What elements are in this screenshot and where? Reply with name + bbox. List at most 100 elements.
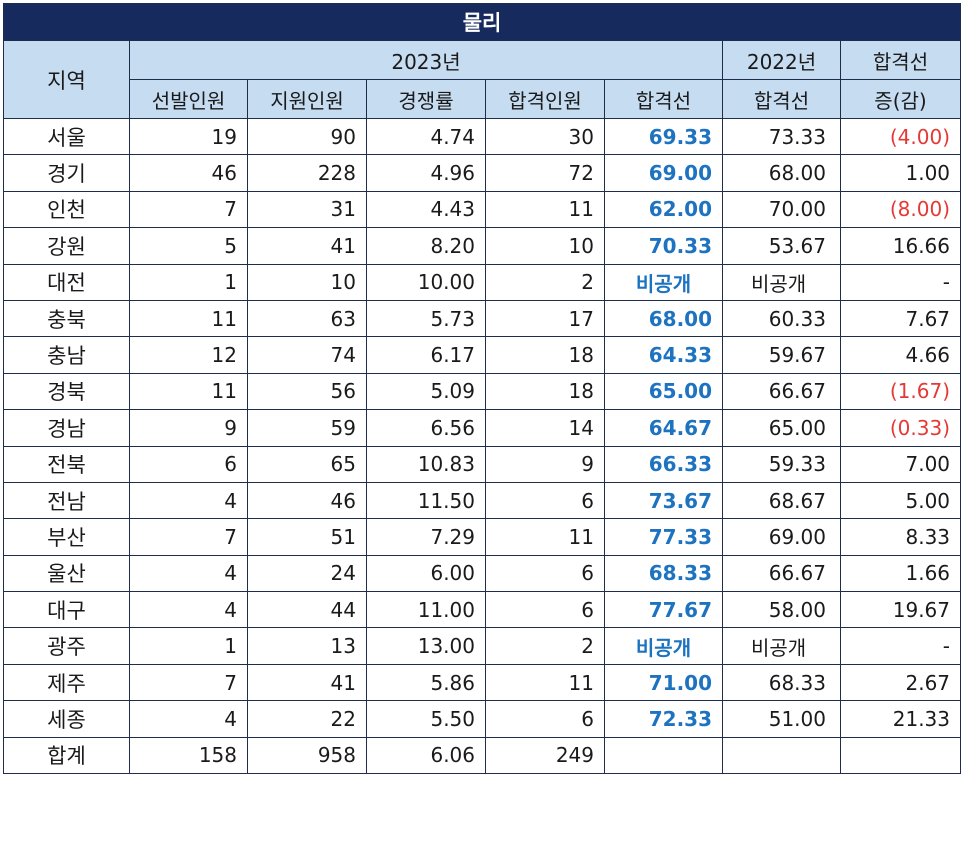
cutoff-2023-cell: 비공개 [604,263,723,301]
table-row: 전남 4 46 11.50 6 73.67 68.67 5.00 [3,481,962,520]
passed-cell: 11 [485,663,605,702]
passed-cell: 11 [485,518,605,556]
region-cell: 경기 [3,154,130,192]
header-applied: 지원인원 [247,79,367,119]
applied-cell: 24 [247,554,367,593]
selected-cell: 1 [129,627,248,665]
cutoff-2022-cell: 68.00 [722,154,841,192]
header-passed: 합격인원 [485,79,605,119]
selected-cell: 4 [129,591,248,629]
applied-cell: 74 [247,336,367,374]
cutoff-2023-cell: 68.00 [604,299,723,338]
results-table-wrapper: 물리 지역 2023년 2022년 합격선 선발인원 지원인원 경쟁률 합격인원… [2,3,962,775]
selected-cell: 9 [129,409,248,447]
applied-cell: 90 [247,117,367,156]
ratio-cell: 10.00 [366,263,486,301]
applied-cell: 22 [247,700,367,738]
change-cell: 16.66 [839,227,962,265]
passed-cell: 18 [485,372,605,411]
ratio-cell: 6.17 [366,336,486,374]
applied-cell: 46 [247,481,367,520]
header-change-line1: 합격선 [839,40,962,80]
ratio-cell: 13.00 [366,627,486,665]
table-row: 서울 19 90 4.74 30 69.33 73.33 (4.00) [3,117,962,156]
region-cell: 대구 [3,591,130,629]
cutoff-2022-cell: 69.00 [722,518,841,556]
table-row: 충남 12 74 6.17 18 64.33 59.67 4.66 [3,336,962,374]
cutoff-2022-cell: 51.00 [722,700,841,738]
cutoff-2023-cell: 69.33 [604,117,723,156]
region-cell: 충북 [3,299,130,338]
region-cell: 세종 [3,700,130,738]
change-cell: - [839,263,962,301]
total-empty-cell [722,736,841,775]
change-cell: 1.66 [839,554,962,593]
change-cell: (1.67) [839,372,962,411]
ratio-cell: 5.73 [366,299,486,338]
header-cutoff-2023: 합격선 [604,79,723,119]
applied-cell: 31 [247,190,367,229]
table-row: 대구 4 44 11.00 6 77.67 58.00 19.67 [3,591,962,629]
total-passed: 249 [485,736,605,775]
cutoff-2022-cell: 59.67 [722,336,841,374]
region-cell: 제주 [3,663,130,702]
table-row: 전북 6 65 10.83 9 66.33 59.33 7.00 [3,445,962,483]
header-year-2023: 2023년 [129,40,723,80]
cutoff-2023-cell: 66.33 [604,445,723,483]
table-row: 부산 7 51 7.29 11 77.33 69.00 8.33 [3,518,962,556]
header-change-line2: 증(감) [839,79,962,119]
passed-cell: 6 [485,554,605,593]
header-selected: 선발인원 [129,79,248,119]
cutoff-2023-cell: 비공개 [604,627,723,665]
table-title: 물리 [2,3,962,41]
change-cell: 7.67 [839,299,962,338]
applied-cell: 228 [247,154,367,192]
applied-cell: 65 [247,445,367,483]
change-cell: (0.33) [839,409,962,447]
cutoff-2023-cell: 69.00 [604,154,723,192]
selected-cell: 6 [129,445,248,483]
passed-cell: 6 [485,481,605,520]
table-body: 서울 19 90 4.74 30 69.33 73.33 (4.00) 경기 46 228 4.96 7… [3,117,962,775]
change-cell: 4.66 [839,336,962,374]
change-cell: (8.00) [839,190,962,229]
change-cell: 7.00 [839,445,962,483]
region-cell: 광주 [3,627,130,665]
cutoff-2022-cell: 66.67 [722,554,841,593]
region-cell: 인천 [3,190,130,229]
applied-cell: 41 [247,663,367,702]
passed-cell: 9 [485,445,605,483]
selected-cell: 5 [129,227,248,265]
change-cell: 19.67 [839,591,962,629]
cutoff-2023-cell: 64.67 [604,409,723,447]
table-row: 충북 11 63 5.73 17 68.00 60.33 7.67 [3,299,962,338]
total-selected: 158 [129,736,248,775]
total-label: 합계 [3,736,130,775]
cutoff-2023-cell: 77.33 [604,518,723,556]
ratio-cell: 6.00 [366,554,486,593]
passed-cell: 6 [485,700,605,738]
ratio-cell: 10.83 [366,445,486,483]
selected-cell: 4 [129,554,248,593]
ratio-cell: 5.09 [366,372,486,411]
ratio-cell: 4.43 [366,190,486,229]
applied-cell: 56 [247,372,367,411]
cutoff-2022-cell: 60.33 [722,299,841,338]
ratio-cell: 7.29 [366,518,486,556]
table-row: 세종 4 22 5.50 6 72.33 51.00 21.33 [3,700,962,738]
cutoff-2023-cell: 70.33 [604,227,723,265]
table-row: 울산 4 24 6.00 6 68.33 66.67 1.66 [3,554,962,593]
change-cell: 5.00 [839,481,962,520]
applied-cell: 41 [247,227,367,265]
ratio-cell: 4.96 [366,154,486,192]
selected-cell: 46 [129,154,248,192]
change-cell: (4.00) [839,117,962,156]
selected-cell: 4 [129,481,248,520]
change-cell: - [839,627,962,665]
passed-cell: 72 [485,154,605,192]
cutoff-2022-cell: 59.33 [722,445,841,483]
applied-cell: 59 [247,409,367,447]
cutoff-2022-cell: 비공개 [722,627,841,665]
ratio-cell: 5.86 [366,663,486,702]
cutoff-2022-cell: 65.00 [722,409,841,447]
